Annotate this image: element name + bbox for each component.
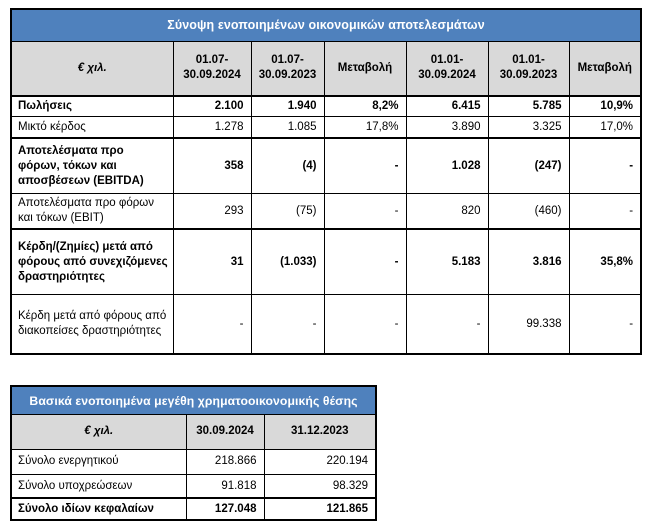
row-label: Σύνολο υποχρεώσεων <box>10 473 187 499</box>
row-total-liabilities: Σύνολο υποχρεώσεων 91.818 98.329 <box>10 473 377 499</box>
col-header-q3-2024: 01.07- 30.09.2024 <box>172 40 252 97</box>
financial-position-table: Βασικά ενοποιημένα μεγέθη χρηματοοικονομ… <box>10 385 378 521</box>
cell-value: 3.816 <box>487 228 570 295</box>
cell-value: 218.866 <box>185 448 265 475</box>
cell-value: 10,9% <box>568 94 642 117</box>
cell-value: (1.033) <box>250 228 325 295</box>
col-header-q3-2023: 01.07- 30.09.2023 <box>250 40 325 97</box>
cell-value: 1.940 <box>250 94 325 117</box>
cell-value: 1.028 <box>405 137 489 194</box>
cell-value: (75) <box>250 192 325 230</box>
cell-value: 35,8% <box>568 228 642 295</box>
col-header-30-09-2024: 30.09.2024 <box>185 413 265 450</box>
consolidated-results-table: Σύνοψη ενοποιημένων οικονομικών αποτελεσ… <box>10 8 643 356</box>
cell-value: 127.048 <box>185 497 265 521</box>
col-header-9m-2024: 01.01- 30.09.2024 <box>405 40 489 97</box>
row-ebitda: Αποτελέσματα προ φόρων, τόκων και αποσβέ… <box>10 137 642 194</box>
cell-value: 293 <box>172 192 252 230</box>
cell-value: - <box>323 137 407 194</box>
cell-value: 17,8% <box>323 115 407 139</box>
cell-value: - <box>323 293 407 355</box>
cell-value: 2.100 <box>172 94 252 117</box>
position-header-row: € χιλ. 30.09.2024 31.12.2023 <box>10 413 377 450</box>
row-gross-profit: Μικτό κέρδος 1.278 1.085 17,8% 3.890 3.3… <box>10 115 642 139</box>
cell-value: - <box>172 293 252 355</box>
row-net-profit-discontinued: Κέρδη μετά από φόρους από διακοπείσες δρ… <box>10 293 642 355</box>
cell-value: 99.338 <box>487 293 570 355</box>
row-net-profit-continuing: Κέρδη/(Ζημίες) μετά από φόρους από συνεχ… <box>10 228 642 295</box>
cell-value: 220.194 <box>263 448 377 475</box>
cell-value: 3.890 <box>405 115 489 139</box>
unit-label: € χιλ. <box>10 40 174 97</box>
row-label: Αποτελέσματα προ φόρων, τόκων και αποσβέ… <box>10 137 174 194</box>
cell-value: 17,0% <box>568 115 642 139</box>
cell-value: 3.325 <box>487 115 570 139</box>
cell-value: 98.329 <box>263 473 377 499</box>
cell-value: (4) <box>250 137 325 194</box>
cell-value: (460) <box>487 192 570 230</box>
cell-value: 31 <box>172 228 252 295</box>
cell-value: - <box>405 293 489 355</box>
cell-value: 8,2% <box>323 94 407 117</box>
cell-value: 5.183 <box>405 228 489 295</box>
cell-value: - <box>568 192 642 230</box>
cell-value: - <box>250 293 325 355</box>
cell-value: - <box>568 137 642 194</box>
row-sales: Πωλήσεις 2.100 1.940 8,2% 6.415 5.785 10… <box>10 94 642 117</box>
cell-value: 1.085 <box>250 115 325 139</box>
cell-value: 5.785 <box>487 94 570 117</box>
row-label: Πωλήσεις <box>10 94 174 117</box>
cell-value: 358 <box>172 137 252 194</box>
cell-value: 6.415 <box>405 94 489 117</box>
cell-value: - <box>323 192 407 230</box>
unit-label: € χιλ. <box>10 413 187 450</box>
row-label: Μικτό κέρδος <box>10 115 174 139</box>
row-label: Σύνολο ενεργητικού <box>10 448 187 475</box>
row-label: Αποτελέσματα προ φόρων και τόκων (EBIT) <box>10 192 174 230</box>
row-total-assets: Σύνολο ενεργητικού 218.866 220.194 <box>10 448 377 475</box>
row-label: Κέρδη/(Ζημίες) μετά από φόρους από συνεχ… <box>10 228 174 295</box>
col-header-change-period: Μεταβολή <box>568 40 642 97</box>
results-table-title: Σύνοψη ενοποιημένων οικονομικών αποτελεσ… <box>10 8 642 42</box>
cell-value: 121.865 <box>263 497 377 521</box>
cell-value: 820 <box>405 192 489 230</box>
col-header-change-quarter: Μεταβολή <box>323 40 407 97</box>
row-label: Κέρδη μετά από φόρους από διακοπείσες δρ… <box>10 293 174 355</box>
row-label: Σύνολο ιδίων κεφαλαίων <box>10 497 187 521</box>
cell-value: - <box>323 228 407 295</box>
cell-value: 1.278 <box>172 115 252 139</box>
cell-value: (247) <box>487 137 570 194</box>
cell-value: - <box>568 293 642 355</box>
col-header-31-12-2023: 31.12.2023 <box>263 413 377 450</box>
results-title-bar: Σύνοψη ενοποιημένων οικονομικών αποτελεσ… <box>10 8 642 42</box>
col-header-9m-2023: 01.01- 30.09.2023 <box>487 40 570 97</box>
position-table-title: Βασικά ενοποιημένα μεγέθη χρηματοοικονομ… <box>10 385 377 415</box>
row-ebit: Αποτελέσματα προ φόρων και τόκων (EBIT) … <box>10 192 642 230</box>
results-header-row: € χιλ. 01.07- 30.09.2024 01.07- 30.09.20… <box>10 40 642 97</box>
cell-value: 91.818 <box>185 473 265 499</box>
position-title-bar: Βασικά ενοποιημένα μεγέθη χρηματοοικονομ… <box>10 385 377 415</box>
row-total-equity: Σύνολο ιδίων κεφαλαίων 127.048 121.865 <box>10 497 377 521</box>
